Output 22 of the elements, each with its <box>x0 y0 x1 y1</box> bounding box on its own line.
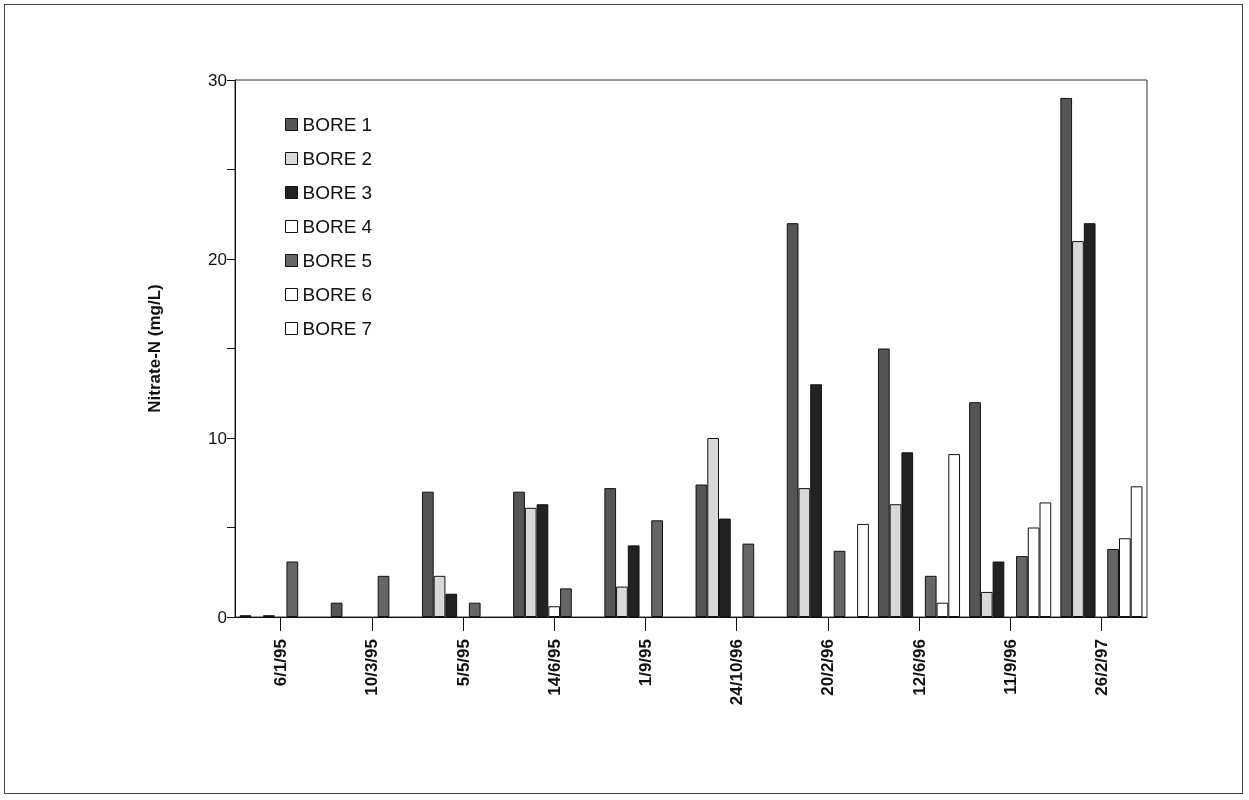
legend-label: BORE 1 <box>302 114 373 135</box>
x-tick-label: 10/3/95 <box>362 639 382 696</box>
x-tick-label: 12/6/96 <box>909 639 929 696</box>
x-tick-label: 5/5/95 <box>453 639 473 687</box>
legend-label: BORE 7 <box>302 318 373 339</box>
x-tick-label: 14/6/95 <box>544 639 564 696</box>
x-tick-label: 1/9/95 <box>635 639 655 687</box>
legend-label: BORE 2 <box>302 148 373 169</box>
y-tick-label: 10 <box>208 428 227 448</box>
legend-label: BORE 4 <box>302 216 373 237</box>
x-tick-label: 11/9/96 <box>1000 639 1020 695</box>
y-axis-title: Nitrate-N (mg/L) <box>145 284 164 413</box>
y-tick-label: 20 <box>208 249 227 269</box>
legend-label: BORE 3 <box>302 182 373 203</box>
x-tick-label: 24/10/96 <box>727 639 747 706</box>
legend-label: BORE 5 <box>302 250 373 271</box>
y-tick-label: 0 <box>217 607 227 627</box>
y-tick-label: 30 <box>208 70 227 90</box>
x-tick-label: 26/2/97 <box>1091 639 1111 696</box>
x-tick-label: 6/1/95 <box>271 639 291 687</box>
legend-label: BORE 6 <box>302 284 373 305</box>
x-tick-label: 20/2/96 <box>818 639 838 696</box>
